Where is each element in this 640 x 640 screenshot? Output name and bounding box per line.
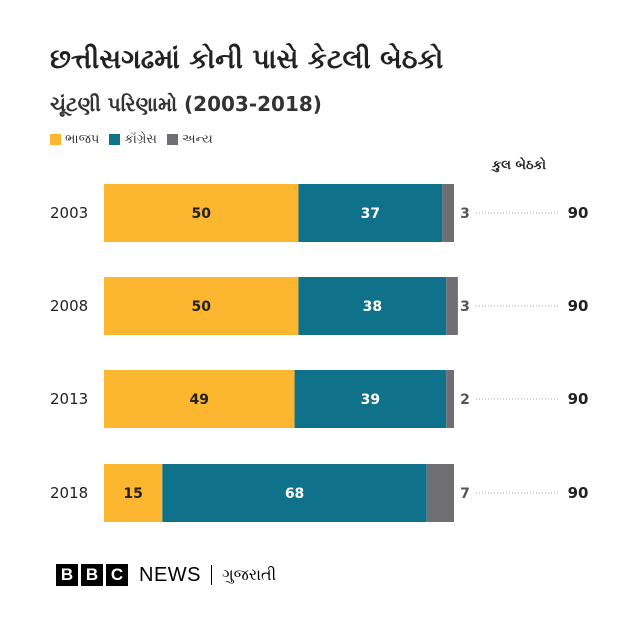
bar-2013-series-1: [104, 370, 295, 428]
bbc-logo-letter-1: B: [56, 564, 78, 586]
total-label-2008: 90: [568, 297, 589, 315]
legend: ભાજપ કૉંગ્રેસ અન્ય: [50, 129, 223, 149]
bar-2003-series-3: [442, 184, 454, 242]
footer-separator: [211, 565, 212, 585]
data-label-2013-series-1: 49: [190, 392, 209, 408]
data-label-2008-others: 3: [460, 299, 470, 315]
bar-2003-series-1: [104, 184, 299, 242]
data-label-2018-series-1: 15: [123, 486, 142, 502]
data-label-2008-series-2: 38: [363, 299, 382, 315]
category-label-2018: 2018: [50, 484, 88, 502]
legend-item-bjp: ભાજપ: [50, 132, 99, 147]
bbc-logo-letter-2: B: [81, 564, 103, 586]
data-label-2003-series-2: 37: [361, 206, 380, 222]
bar-2013-series-2: [294, 370, 447, 428]
data-label-2008-series-1: 50: [191, 299, 211, 315]
total-label-2003: 90: [568, 204, 589, 222]
data-label-2013-others: 2: [460, 392, 470, 408]
legend-item-others: અન્ય: [166, 131, 213, 147]
bar-2013-series-3: [446, 370, 454, 428]
legend-label-others: અન્ય: [181, 131, 213, 147]
legend-swatch-congress: [109, 133, 121, 145]
total-seats-header: કુલ બેઠકો: [492, 158, 546, 173]
data-label-2003-series-1: 50: [191, 206, 211, 222]
chart-title: છત્તીસગઢમાં કોની પાસે કેટલી બેઠકો: [50, 44, 444, 75]
bar-2008-series-2: [298, 277, 447, 335]
data-label-2003-others: 3: [460, 206, 470, 222]
bar-2018-series-1: [104, 464, 163, 522]
bar-2008-series-1: [104, 277, 299, 335]
data-label-2013-series-2: 39: [361, 392, 380, 408]
data-label-2018-others: 7: [460, 486, 470, 502]
bar-2018-series-3: [426, 464, 454, 522]
chart-subtitle: ચૂંટણી પરિણામો (2003-2018): [50, 92, 322, 116]
category-label-2013: 2013: [50, 390, 88, 408]
total-label-2013: 90: [568, 390, 589, 408]
bar-2018-series-2: [162, 464, 427, 522]
category-label-2008: 2008: [50, 297, 88, 315]
bbc-logo: B B C: [56, 564, 131, 586]
legend-item-congress: કૉંગ્રેસ: [109, 132, 157, 147]
bar-2003-series-2: [298, 184, 443, 242]
legend-label-congress: કૉંગ્રેસ: [124, 131, 157, 147]
legend-swatch-others: [166, 133, 178, 145]
legend-label-bjp: ભાજપ: [65, 131, 100, 147]
data-label-2018-series-2: 68: [285, 486, 304, 502]
category-label-2003: 2003: [50, 204, 88, 222]
bbc-logo-letter-3: C: [106, 564, 128, 586]
total-label-2018: 90: [568, 484, 589, 502]
bar-2008-series-3: [446, 277, 458, 335]
legend-swatch-bjp: [50, 133, 61, 145]
footer: B B C NEWS ગુજરાતી: [56, 562, 276, 588]
news-wordmark: NEWS: [139, 563, 201, 586]
footer-language: ગુજરાતી: [222, 565, 277, 584]
